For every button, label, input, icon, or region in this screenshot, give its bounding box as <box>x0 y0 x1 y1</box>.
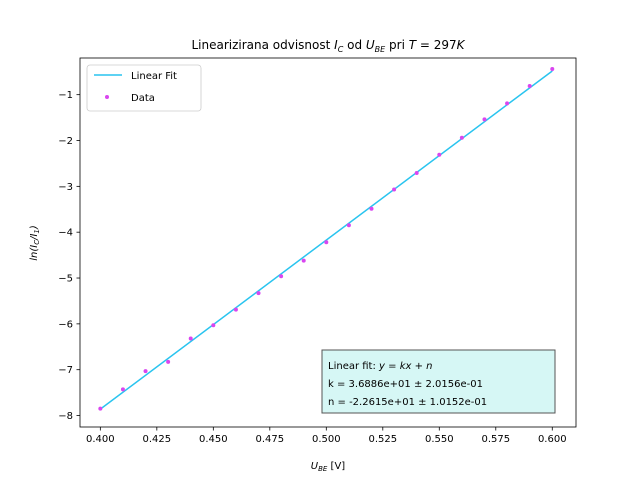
y-tick-label: −8 <box>58 411 73 422</box>
legend-linear-fit-label: Linear Fit <box>131 71 177 82</box>
data-point <box>188 336 193 341</box>
data-point <box>459 135 464 140</box>
y-tick-label: −7 <box>58 365 73 376</box>
x-tick-label: 0.450 <box>199 434 228 445</box>
x-tick-label: 0.550 <box>425 434 454 445</box>
data-point <box>143 369 148 374</box>
data-point <box>414 171 419 176</box>
x-tick-label: 0.400 <box>86 434 115 445</box>
data-point <box>505 101 510 106</box>
fit-annotation-line-2: k = 3.6886e+01 ± 2.0156e-01 <box>328 379 483 390</box>
x-tick-label: 0.600 <box>538 434 567 445</box>
legend-data-swatch <box>105 95 109 99</box>
data-point <box>301 258 306 263</box>
axes-layer <box>79 57 577 428</box>
data-point <box>279 274 284 279</box>
y-tick-label: −6 <box>58 319 73 330</box>
y-tick-label: −5 <box>58 274 73 285</box>
x-tick-label: 0.575 <box>481 434 510 445</box>
data-point <box>392 187 397 192</box>
x-axis-label: UBE [V] <box>311 461 345 473</box>
y-tick-label: −1 <box>58 90 73 101</box>
x-tick-label: 0.475 <box>255 434 284 445</box>
y-tick-label: −4 <box>58 228 73 239</box>
fit-annotation-box <box>321 349 556 414</box>
y-tick-label: −3 <box>58 182 73 193</box>
data-point <box>233 307 238 312</box>
data-point <box>550 67 555 72</box>
data-point <box>211 323 216 328</box>
y-axis-label: ln(IC/I1) <box>29 225 41 261</box>
data-point <box>256 291 261 296</box>
x-tick-label: 0.500 <box>312 434 341 445</box>
data-point <box>527 83 532 88</box>
legend: Linear Fit Data <box>86 64 202 112</box>
data-point <box>437 152 442 157</box>
chart-title: Linearizirana odvisnost IC od UBE pri T … <box>191 38 465 54</box>
legend-box <box>86 64 202 112</box>
linear-fit-line <box>99 70 553 410</box>
data-point <box>98 406 103 411</box>
x-axis-ticks: 0.400 0.425 0.450 0.475 0.500 0.525 0.550 0.575… <box>86 427 567 445</box>
data-point <box>346 223 351 228</box>
data-point <box>120 387 125 392</box>
fit-annotation-line-1: Linear fit: y = kx + n <box>328 361 433 372</box>
y-tick-label: −2 <box>58 136 73 147</box>
x-tick-label: 0.425 <box>143 434 172 445</box>
fit-annotation: Linear fit: y = kx + n k = 3.6886e+01 ± … <box>321 349 556 414</box>
data-layer <box>98 67 555 411</box>
plot-area-frame <box>79 57 577 428</box>
data-point <box>369 206 374 211</box>
fit-annotation-line-3: n = -2.2615e+01 ± 1.0152e-01 <box>328 397 487 408</box>
data-point <box>324 240 329 245</box>
x-tick-label: 0.525 <box>368 434 397 445</box>
y-axis-ticks: −8 −7 −6 −5 −4 −3 −2 −1 <box>58 90 80 422</box>
data-point <box>166 359 171 364</box>
legend-data-label: Data <box>131 93 155 104</box>
data-point <box>482 117 487 122</box>
